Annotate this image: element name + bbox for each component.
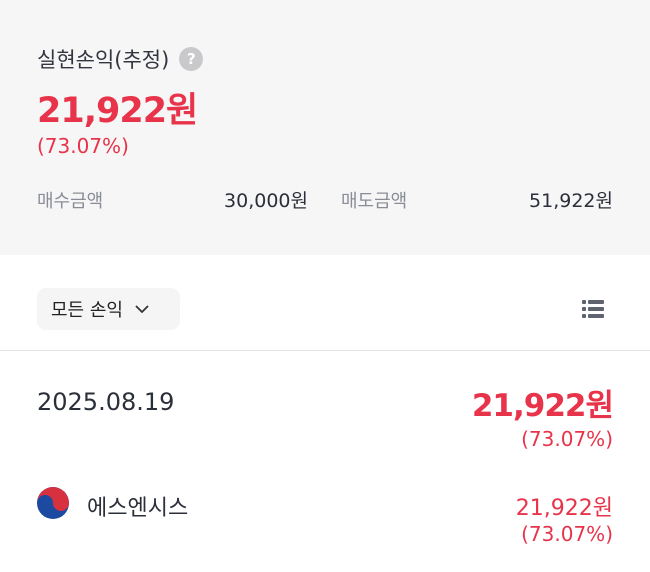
realized-rate: (73.07%) (37, 134, 129, 158)
chevron-down-icon (135, 304, 149, 313)
date-label: 2025.08.19 (37, 388, 175, 416)
help-icon[interactable]: ? (179, 47, 204, 71)
summary-title: 실현손익(추정) ? (37, 44, 204, 74)
profit-filter-dropdown[interactable]: 모든 손익 (37, 288, 180, 330)
list-icon[interactable] (582, 298, 604, 320)
date-profit: 21,922원 (471, 388, 614, 424)
summary-panel: 실현손익(추정) ? 21,922원 (73.07%) 매수금액 30,000원… (0, 0, 650, 255)
buy-amount-label: 매수금액 (37, 191, 104, 212)
divider (0, 350, 650, 351)
stock-name: 에스엔시스 (87, 496, 189, 521)
stock-profit: 21,922원 (515, 496, 613, 521)
sell-amount-value: 51,922원 (529, 190, 613, 212)
summary-title-text: 실현손익(추정) (37, 48, 170, 72)
korea-flag-icon (37, 487, 69, 519)
stock-rate: (73.07%) (521, 522, 613, 546)
realized-profit: 21,922원 (37, 91, 198, 131)
buy-amount-value: 30,000원 (224, 190, 308, 212)
filter-label: 모든 손익 (51, 300, 123, 321)
date-rate: (73.07%) (521, 427, 613, 451)
sell-amount-label: 매도금액 (341, 191, 408, 212)
